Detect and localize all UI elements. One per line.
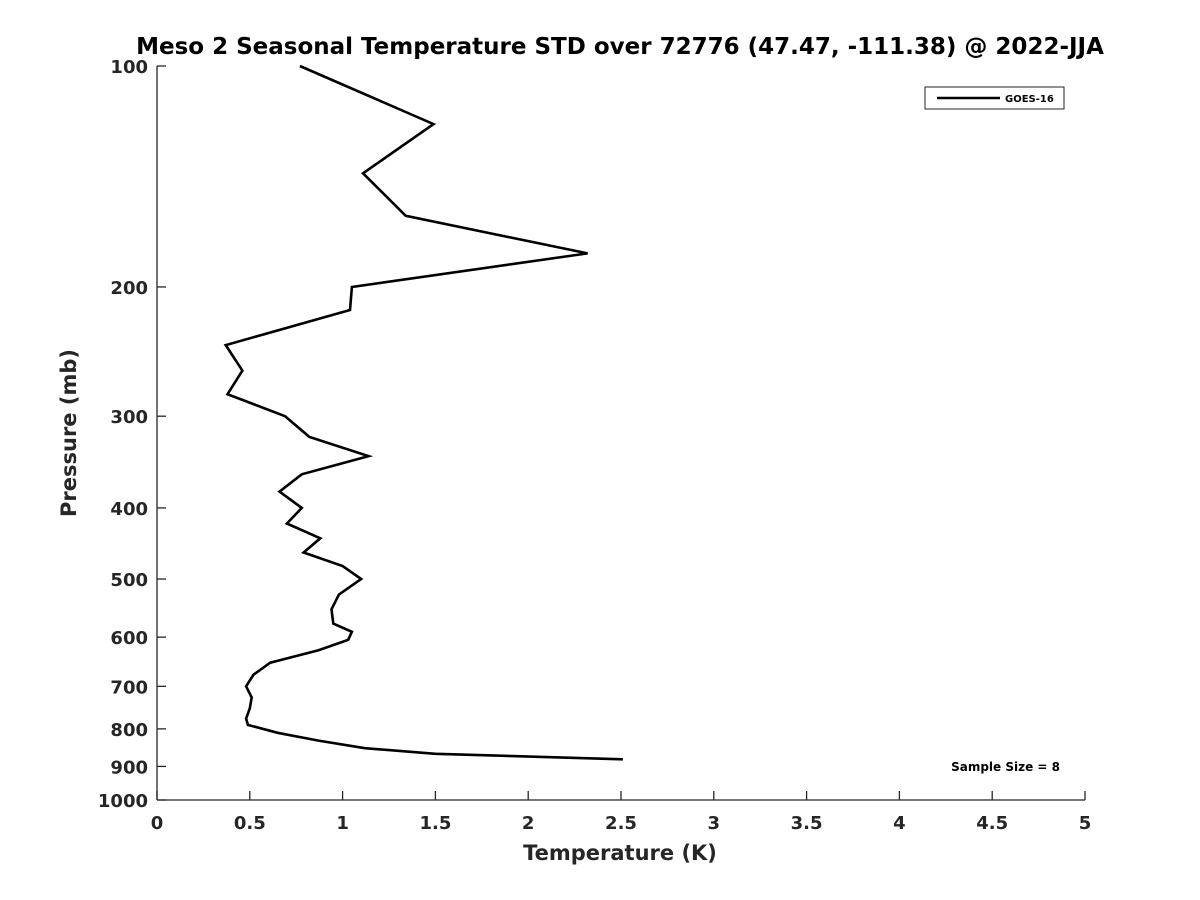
x-tick-label: 4 xyxy=(893,813,906,834)
y-tick-label: 600 xyxy=(110,628,148,649)
y-tick-label: 1000 xyxy=(98,791,148,812)
y-tick-label: 700 xyxy=(110,677,148,698)
y-axis-label: Pressure (mb) xyxy=(57,349,81,517)
x-tick-label: 4.5 xyxy=(976,813,1008,834)
x-tick-label: 0 xyxy=(151,813,164,834)
series-line-goes-16 xyxy=(223,64,623,761)
y-ticks: 100 200 300 400 500 600 700 800 900 1000 xyxy=(98,57,166,812)
x-tick-label: 0.5 xyxy=(234,813,266,834)
y-tick-label: 900 xyxy=(110,757,148,778)
x-tick-label: 1 xyxy=(336,813,349,834)
y-tick-label: 800 xyxy=(110,720,148,741)
x-tick-label: 3.5 xyxy=(791,813,823,834)
y-tick-label: 100 xyxy=(110,57,148,78)
y-tick-label: 500 xyxy=(110,570,148,591)
x-tick-label: 2.5 xyxy=(605,813,637,834)
y-tick-label: 300 xyxy=(110,407,148,428)
x-tick-label: 2 xyxy=(522,813,535,834)
y-tick-label: 400 xyxy=(110,499,148,520)
sample-size-annotation: Sample Size = 8 xyxy=(951,760,1060,774)
x-ticks: 0 0.5 1 1.5 2 2.5 3 3.5 4 4.5 5 xyxy=(151,791,1092,834)
y-tick-label: 200 xyxy=(110,278,148,299)
legend-label-goes-16: GOES-16 xyxy=(1005,94,1054,105)
legend: GOES-16 xyxy=(924,86,1065,110)
series-layer xyxy=(223,64,623,761)
x-tick-label: 3 xyxy=(708,813,721,834)
x-axis-label: Temperature (K) xyxy=(523,841,717,865)
x-tick-label: 5 xyxy=(1079,813,1092,834)
x-tick-label: 1.5 xyxy=(419,813,451,834)
chart-title: Meso 2 Seasonal Temperature STD over 727… xyxy=(136,34,1104,60)
